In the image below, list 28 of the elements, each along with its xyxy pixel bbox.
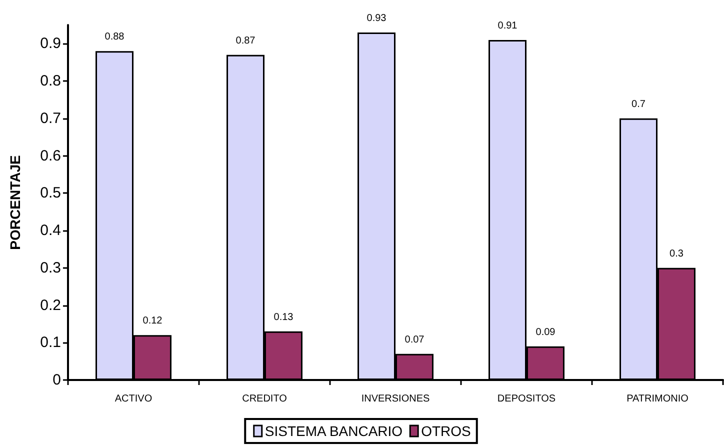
y-tick-label: 0.9 [40, 35, 61, 52]
data-label: 0.3 [670, 248, 684, 260]
x-tick-label: CREDITO [242, 394, 288, 404]
y-tick-label: 0.5 [40, 184, 61, 202]
legend-label: OTROS [421, 423, 471, 439]
y-tick-label: 0 [52, 372, 61, 388]
data-label: 0.93 [366, 12, 387, 24]
data-label: 0.13 [274, 312, 294, 323]
y-tick-label: 0.3 [40, 259, 61, 276]
x-tick-label: INVERSIONES [361, 394, 430, 404]
y-tick-label: 0.1 [40, 334, 61, 352]
data-label: 0.7 [632, 98, 646, 110]
data-label: 0.12 [142, 316, 163, 327]
x-tick-label: DEPOSITOS [497, 394, 556, 404]
legend-label: SISTEMA BANCARIO [264, 423, 403, 439]
data-label: 0.87 [236, 35, 256, 46]
x-tick-label: PATRIMONIO [626, 394, 689, 404]
data-label: 0.91 [498, 20, 518, 32]
y-axis-title: PORCENTAJE [7, 155, 23, 250]
data-label: 0.07 [404, 334, 425, 346]
data-label: 0.88 [104, 32, 125, 43]
data-label: 0.09 [536, 326, 556, 338]
x-tick-label: ACTIVO [114, 394, 152, 404]
y-tick-label: 0.7 [40, 110, 61, 127]
y-tick-label: 0.6 [40, 147, 61, 164]
y-tick-label: 0.8 [40, 72, 61, 90]
y-tick-label: 0.4 [40, 222, 61, 240]
y-tick-label: 0.2 [40, 296, 61, 314]
